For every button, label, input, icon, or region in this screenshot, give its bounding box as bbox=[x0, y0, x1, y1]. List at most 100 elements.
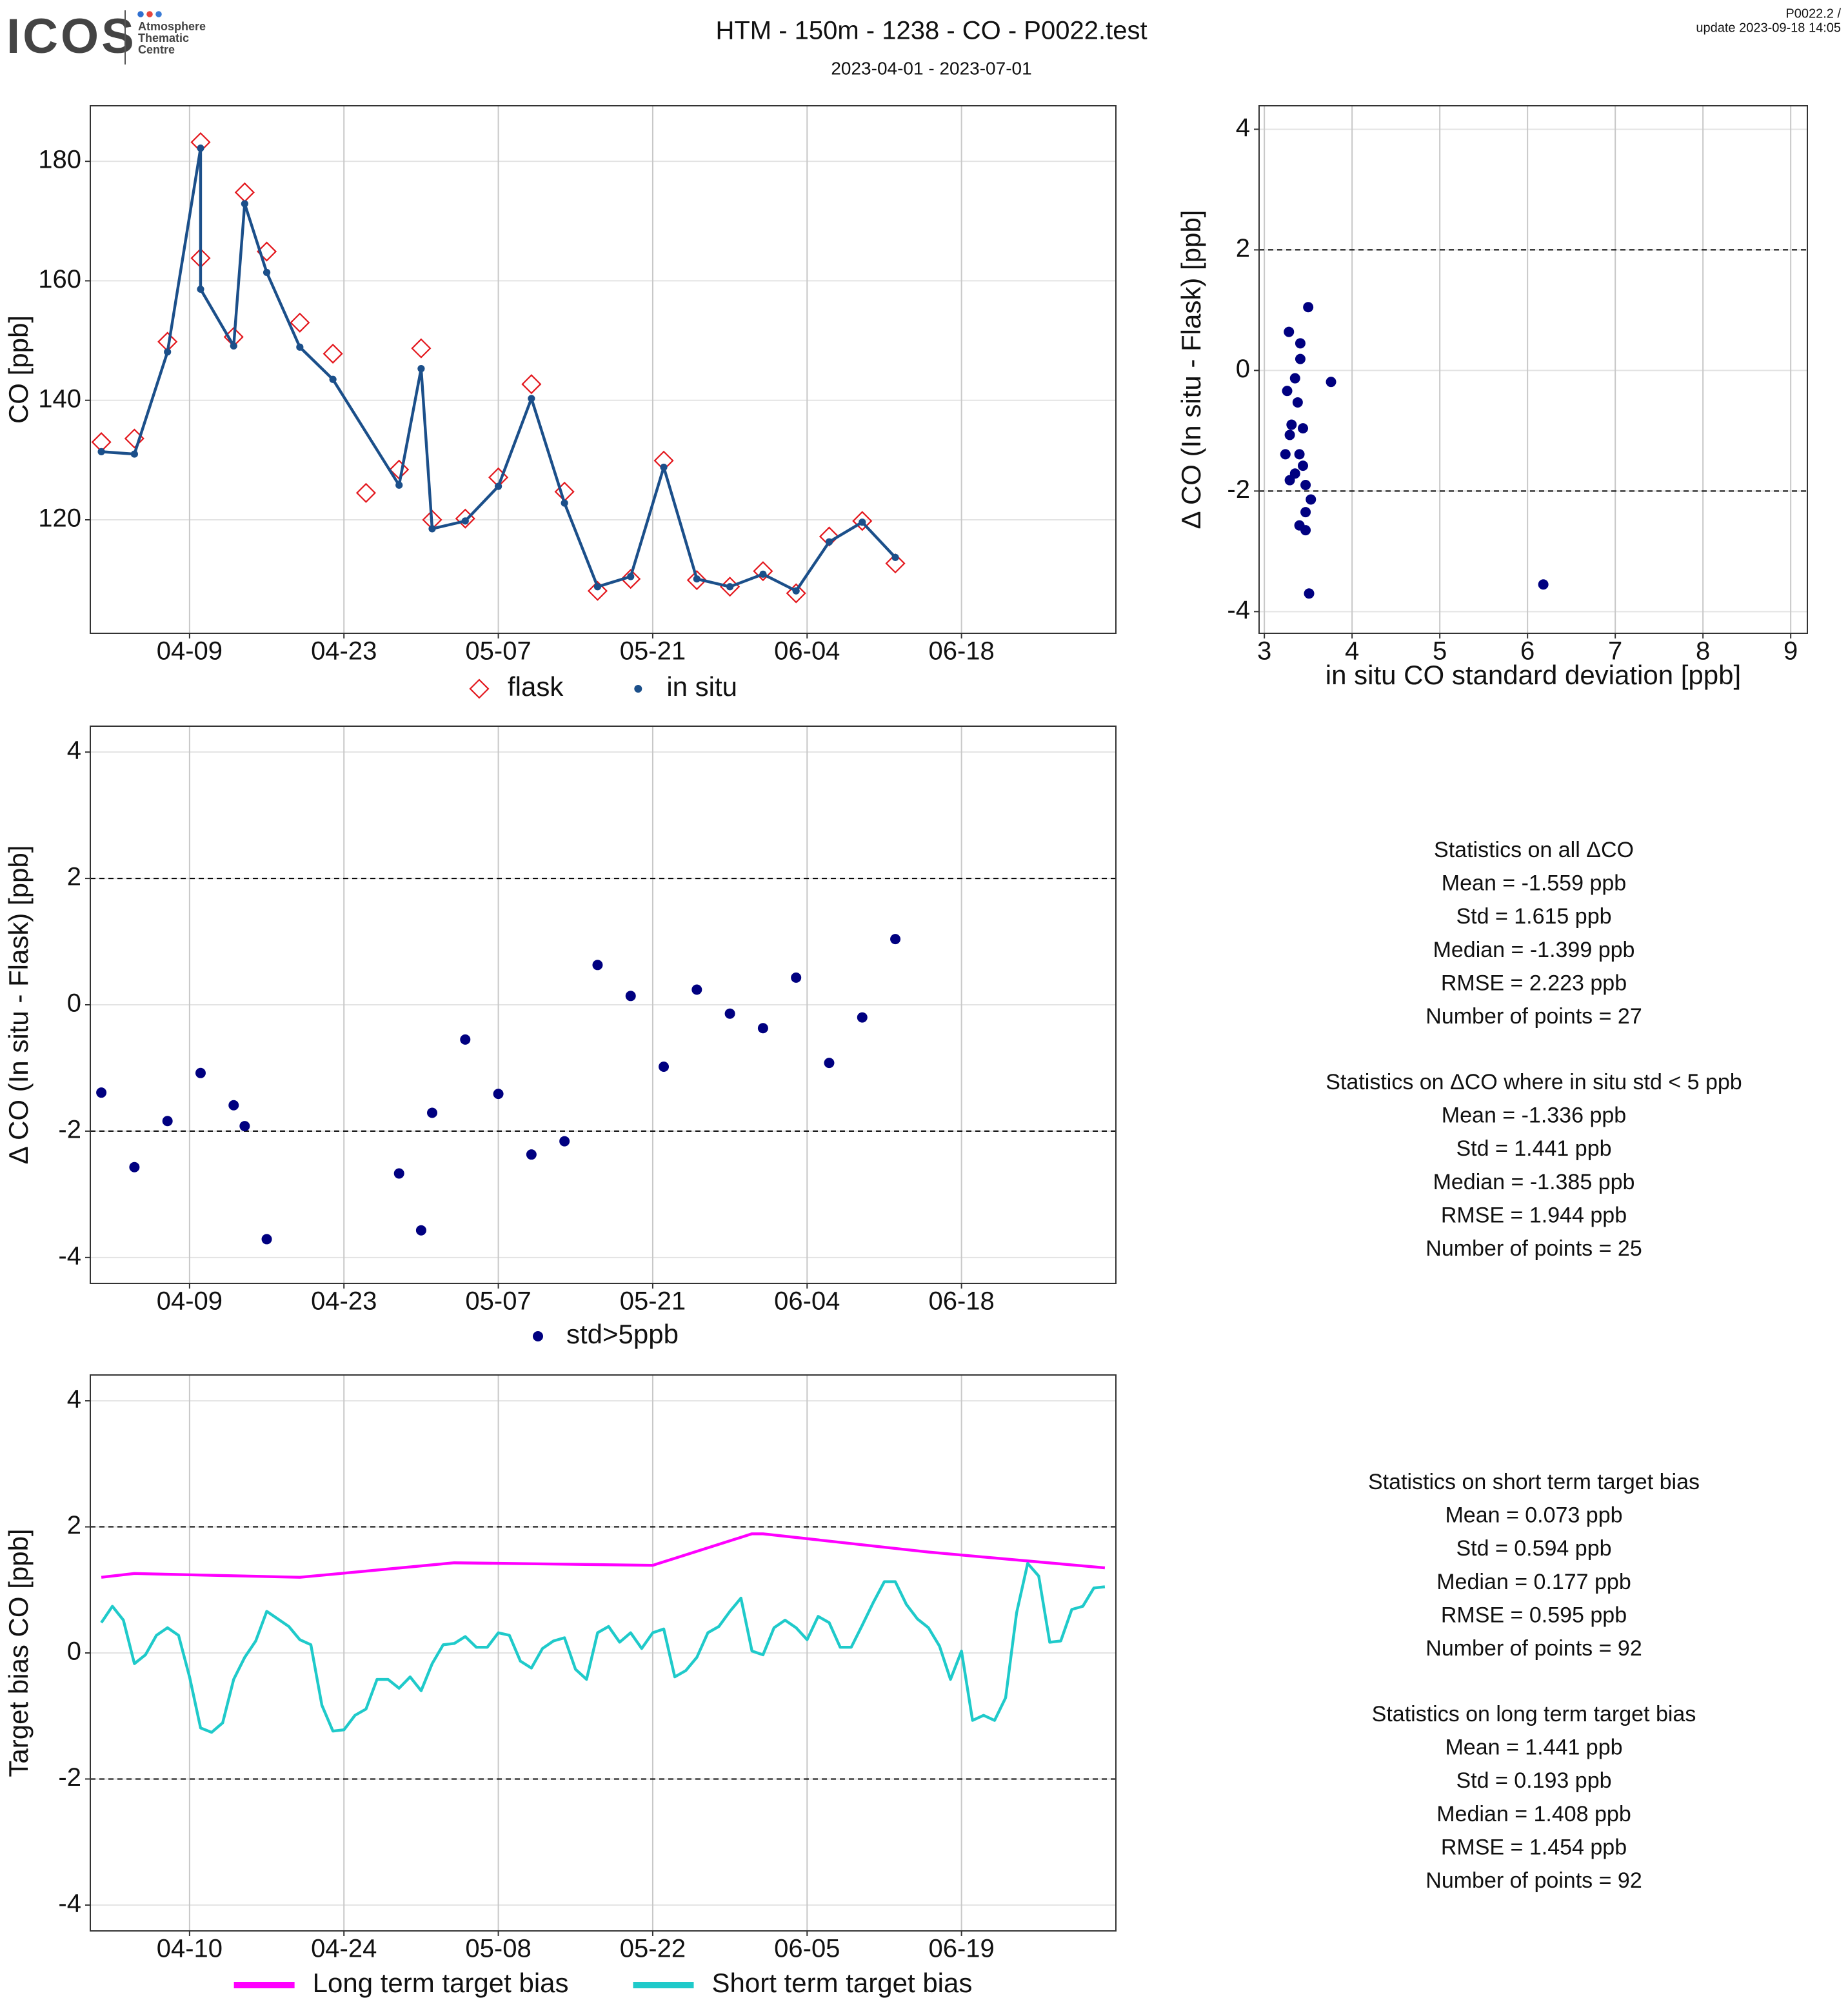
y-axis-title: Δ CO (In situ - Flask) [ppb] bbox=[3, 845, 34, 1165]
legend: std>5ppb bbox=[533, 1319, 679, 1349]
point bbox=[1292, 397, 1303, 408]
point bbox=[1306, 494, 1316, 505]
y-tick-label: 0 bbox=[67, 1637, 81, 1666]
statistics-line: Number of points = 25 bbox=[1426, 1236, 1642, 1261]
point bbox=[1295, 338, 1306, 349]
series-line bbox=[100, 1562, 1106, 1734]
point bbox=[1300, 507, 1311, 518]
legend: Long term target bias Short term target b… bbox=[233, 1968, 972, 1998]
x-tick-label: 05-21 bbox=[620, 637, 686, 666]
point bbox=[494, 482, 502, 490]
update-time: update 2023-09-18 14:05 bbox=[1696, 21, 1841, 35]
x-tick-label: 06-05 bbox=[774, 1935, 840, 1963]
logo-dot bbox=[146, 11, 153, 17]
y-tick-label: 4 bbox=[1236, 114, 1250, 142]
x-tick-label: 06-19 bbox=[928, 1935, 994, 1963]
x-tick-label: 06-04 bbox=[774, 1287, 840, 1316]
legend-swatch bbox=[634, 685, 642, 693]
point bbox=[559, 1136, 570, 1147]
point bbox=[197, 144, 204, 152]
statistics-line: RMSE = 0.595 ppb bbox=[1441, 1603, 1627, 1627]
x-tick-label: 05-21 bbox=[620, 1287, 686, 1316]
plot-border bbox=[1258, 105, 1808, 634]
flask-marker bbox=[521, 374, 542, 395]
point bbox=[1326, 377, 1336, 388]
point bbox=[824, 1058, 835, 1069]
point bbox=[561, 499, 568, 507]
point bbox=[592, 960, 603, 971]
point bbox=[395, 481, 403, 489]
x-tick-label: 05-22 bbox=[620, 1935, 686, 1963]
x-tick-label: 9 bbox=[1783, 637, 1798, 666]
y-tick-label: 2 bbox=[67, 1511, 81, 1539]
y-tick-label: 160 bbox=[38, 265, 81, 293]
version: P0022.2 / bbox=[1785, 6, 1841, 21]
point bbox=[97, 448, 105, 455]
plot-area bbox=[90, 106, 1116, 633]
y-axis-title: Target bias CO [ppb] bbox=[3, 1528, 34, 1777]
flask-marker bbox=[885, 553, 906, 574]
point bbox=[1300, 480, 1311, 491]
statistics-line: Number of points = 92 bbox=[1426, 1868, 1642, 1893]
point bbox=[659, 1062, 670, 1072]
statistics-line: Statistics on ΔCO where in situ std < 5 … bbox=[1326, 1070, 1742, 1094]
statistics-line: RMSE = 1.944 ppb bbox=[1441, 1203, 1627, 1227]
logo-subtitle: Thematic bbox=[138, 32, 189, 44]
x-tick-label: 04-24 bbox=[311, 1935, 377, 1963]
logo-dot bbox=[155, 11, 162, 17]
point bbox=[1286, 419, 1297, 430]
point bbox=[660, 463, 668, 471]
y-tick-label: 180 bbox=[38, 146, 81, 174]
statistics-line: Std = 1.441 ppb bbox=[1456, 1136, 1611, 1161]
statistics-line: Median = -1.399 ppb bbox=[1433, 938, 1635, 962]
point bbox=[460, 1034, 471, 1045]
point bbox=[625, 991, 636, 1002]
point bbox=[757, 1023, 768, 1034]
y-tick-label: 2 bbox=[1236, 234, 1250, 262]
point bbox=[241, 200, 248, 208]
y-tick-label: -2 bbox=[1227, 475, 1250, 504]
statistics-line: Mean = -1.336 ppb bbox=[1442, 1103, 1626, 1128]
point bbox=[96, 1087, 107, 1098]
point bbox=[1300, 525, 1311, 536]
plot-border bbox=[90, 1374, 1117, 1932]
point bbox=[593, 583, 602, 591]
statistics-line: Statistics on long term target bias bbox=[1372, 1702, 1696, 1726]
point bbox=[493, 1089, 504, 1100]
point bbox=[526, 1149, 537, 1160]
y-tick-label: 140 bbox=[38, 384, 81, 413]
point bbox=[759, 570, 767, 578]
statistics-line: Std = 0.594 ppb bbox=[1456, 1536, 1611, 1561]
point bbox=[461, 517, 469, 525]
page-subtitle: 2023-04-01 - 2023-07-01 bbox=[831, 58, 1031, 78]
logo-subtitle: Centre bbox=[138, 43, 175, 56]
point bbox=[891, 553, 899, 561]
point bbox=[296, 343, 304, 351]
point bbox=[792, 587, 800, 595]
statistics-line: RMSE = 2.223 ppb bbox=[1441, 971, 1627, 995]
logo-subtitle: Atmosphere bbox=[138, 20, 206, 33]
page-title: HTM - 150m - 1238 - CO - P0022.test bbox=[715, 17, 1147, 45]
x-tick-label: 3 bbox=[1257, 637, 1271, 666]
point bbox=[1298, 423, 1308, 434]
plot-border bbox=[90, 726, 1117, 1284]
point bbox=[528, 395, 535, 402]
flask-marker bbox=[323, 343, 343, 364]
y-tick-label: -4 bbox=[58, 1889, 81, 1917]
statistics-line: Median = 1.408 ppb bbox=[1436, 1802, 1631, 1826]
flask-marker bbox=[256, 241, 277, 262]
x-tick-label: 04-09 bbox=[157, 637, 223, 666]
x-tick-label: 04-10 bbox=[157, 1935, 223, 1963]
legend-label: Long term target bias bbox=[313, 1968, 569, 1998]
point bbox=[162, 1116, 173, 1127]
point bbox=[195, 1067, 206, 1078]
point bbox=[890, 934, 901, 945]
point bbox=[857, 1012, 868, 1023]
series-line bbox=[101, 1532, 1106, 1579]
point bbox=[825, 538, 833, 546]
point bbox=[415, 1225, 426, 1236]
y-tick-label: 120 bbox=[38, 504, 81, 533]
point bbox=[726, 583, 734, 591]
statistics-line: Statistics on all ΔCO bbox=[1434, 838, 1634, 862]
point bbox=[1284, 326, 1295, 337]
